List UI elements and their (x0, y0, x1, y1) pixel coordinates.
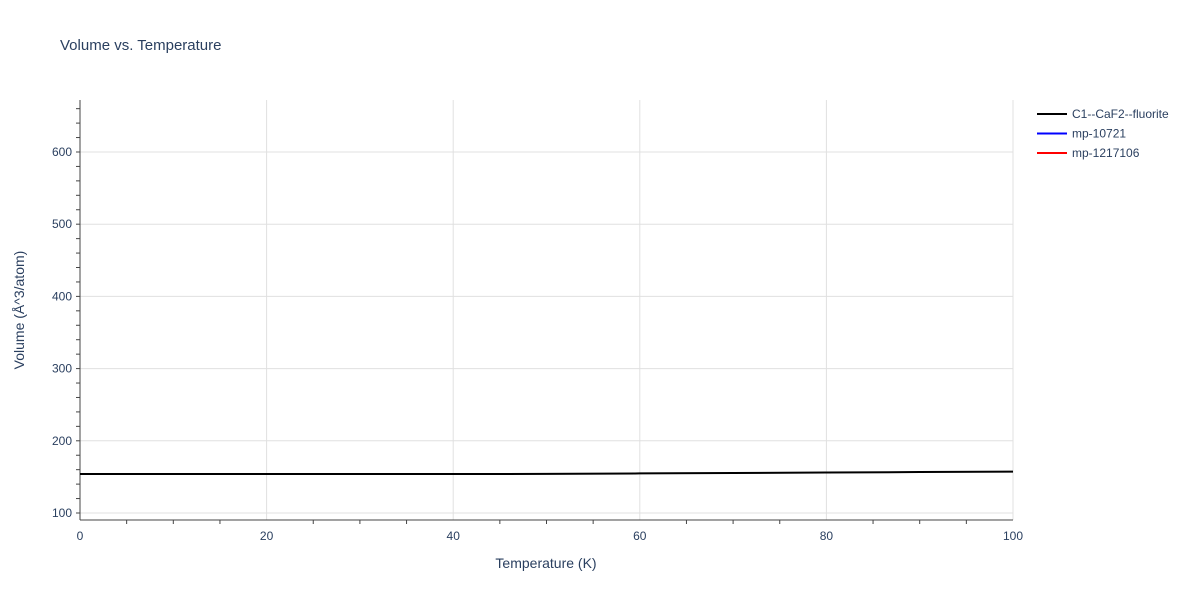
y-tick-label: 300 (52, 362, 72, 376)
x-tick-label: 80 (820, 529, 834, 543)
x-tick-label: 40 (447, 529, 461, 543)
y-tick-label: 400 (52, 289, 72, 303)
y-tick-label: 200 (52, 434, 72, 448)
legend-label: mp-1217106 (1072, 146, 1140, 160)
chart-title: Volume vs. Temperature (60, 37, 221, 54)
legend-label: C1--CaF2--fluorite (1072, 107, 1169, 121)
y-tick-label: 500 (52, 217, 72, 231)
x-tick-label: 60 (633, 529, 647, 543)
y-axis-label: Volume (Å^3/atom) (11, 251, 27, 370)
y-tick-label: 100 (52, 506, 72, 520)
x-tick-label: 100 (1003, 529, 1023, 543)
series-line-C1--CaF2--fluorite (80, 470, 1014, 476)
x-axis-label: Temperature (K) (495, 555, 596, 571)
x-tick-label: 20 (260, 529, 274, 543)
y-tick-label: 600 (52, 145, 72, 159)
legend-label: mp-10721 (1072, 127, 1126, 141)
x-tick-label: 0 (77, 529, 84, 543)
